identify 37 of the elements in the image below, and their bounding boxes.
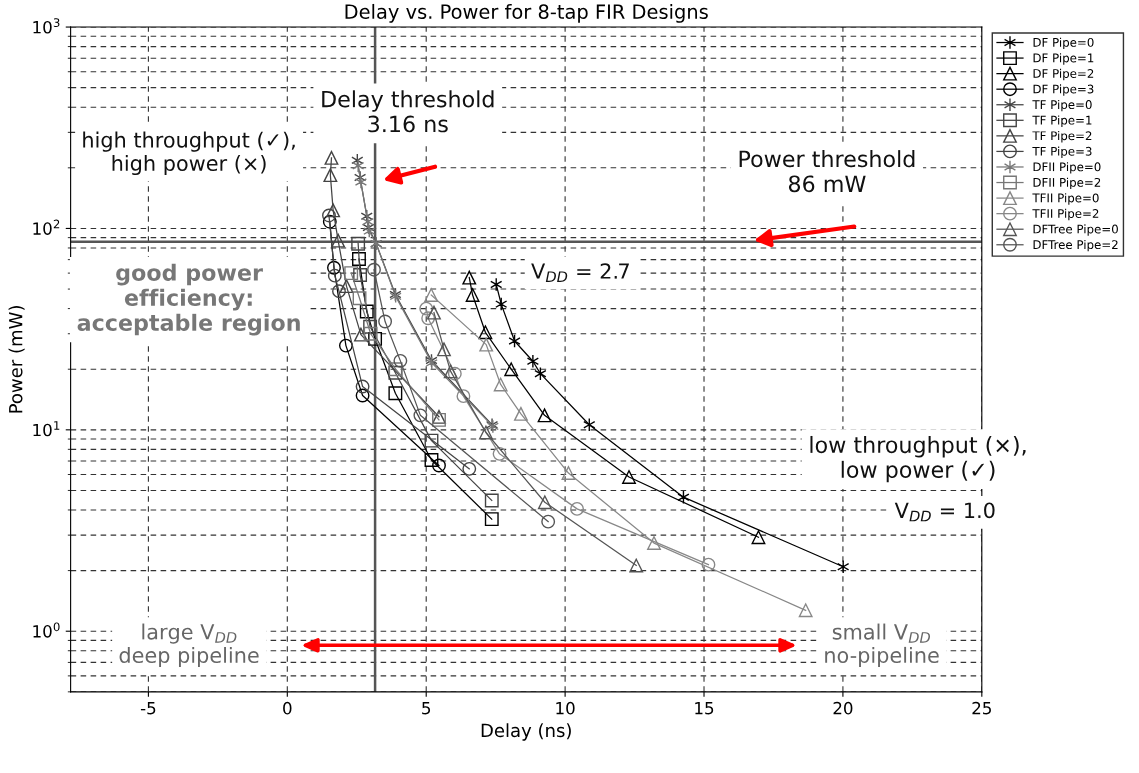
legend-label: TFII Pipe=2	[1032, 208, 1099, 221]
legend-label: TF Pipe=2	[1032, 131, 1092, 143]
x-tick-label: 25	[972, 701, 991, 715]
annotation: large V$_{DD}$ deep pipeline	[119, 623, 259, 668]
x-tick-label: 5	[422, 702, 431, 715]
chart-title: Delay vs. Power for 8-tap FIR Designs	[345, 3, 708, 23]
legend-label: DFTree Pipe=2	[1033, 239, 1118, 252]
x-tick-label: 15	[695, 702, 714, 715]
annotation: Delay threshold 3.16 ns	[322, 90, 494, 133]
y-axis-title: Power (mW)	[8, 306, 25, 413]
y-tick-label: 10$^{1}$	[33, 421, 60, 437]
legend-label: DFII Pipe=2	[1033, 177, 1101, 190]
annotation: V$_{DD}$ = 1.0	[894, 502, 995, 522]
x-tick-label: 10	[556, 701, 575, 715]
annotation: Power threshold 86 mW	[739, 150, 915, 193]
legend-label: TF Pipe=1	[1032, 115, 1092, 127]
x-tick-label: 20	[833, 701, 853, 715]
y-tick-label: 10$^{0}$	[33, 622, 60, 638]
legend-label: DFII Pipe=0	[1033, 162, 1101, 174]
legend-label: DF Pipe=1	[1033, 53, 1094, 65]
legend-label: TF Pipe=3	[1032, 146, 1092, 159]
annotation: high throughput (✓), high power (×)	[83, 131, 295, 176]
legend-label: TFII Pipe=0	[1032, 193, 1099, 205]
x-tick-label: 0	[283, 701, 292, 715]
legend-label: DF Pipe=2	[1033, 68, 1094, 81]
legend-label: TF Pipe=0	[1032, 99, 1092, 112]
legend-label: DF Pipe=3	[1033, 84, 1094, 96]
y-tick-label: 10$^{3}$	[33, 18, 60, 34]
annotation: good power efficiency: acceptable region	[77, 263, 300, 336]
annotation: low throughput (×), low power (✓)	[810, 435, 1026, 483]
annotation: small V$_{DD}$ no-pipeline	[825, 623, 939, 668]
annotation: V$_{DD}$ = 2.7	[531, 263, 629, 283]
x-tick-label: -5	[140, 702, 156, 715]
legend-label: DFTree Pipe=0	[1033, 224, 1118, 236]
x-axis-title: Delay (ns)	[481, 723, 571, 741]
y-tick-label: 10$^{2}$	[33, 219, 60, 235]
legend-label: DF Pipe=0	[1033, 37, 1094, 50]
